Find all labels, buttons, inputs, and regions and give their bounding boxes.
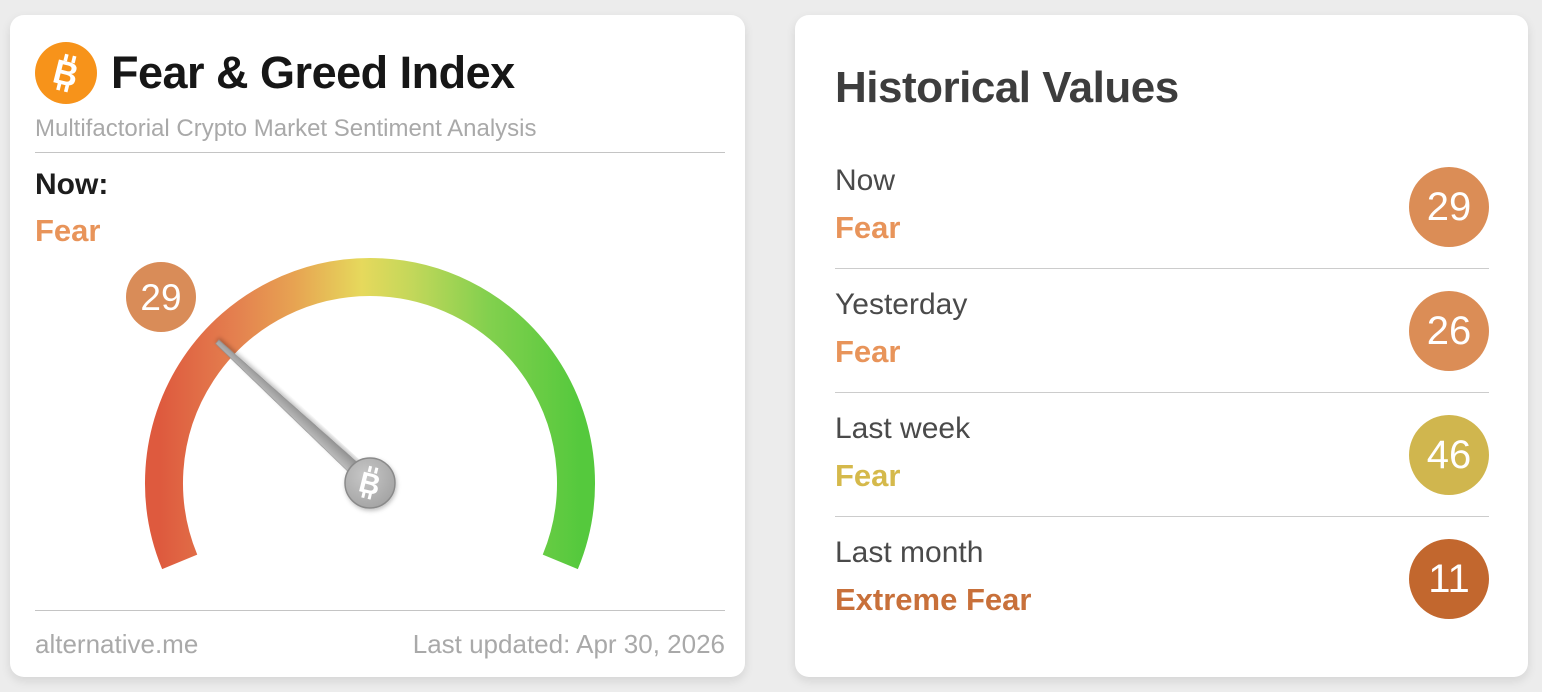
gauge-arc <box>145 258 595 570</box>
history-row-yesterday: Yesterday Fear 26 <box>835 269 1489 393</box>
card-footer: alternative.me Last updated: Apr 30, 202… <box>35 610 725 660</box>
bitcoin-icon: B <box>35 42 97 104</box>
history-row-last-month: Last month Extreme Fear 11 <box>835 517 1489 641</box>
row-sentiment: Extreme Fear <box>835 582 1032 617</box>
now-label: Now: <box>35 168 109 201</box>
gauge-value-badge: 29 <box>126 262 196 332</box>
bitcoin-icon: B <box>344 457 396 509</box>
now-sentiment-value: Fear <box>35 213 101 248</box>
historical-values-title: Historical Values <box>835 63 1179 112</box>
row-sentiment: Fear <box>835 458 901 493</box>
row-label: Last week <box>835 412 971 445</box>
page-title: Fear & Greed Index <box>111 47 515 98</box>
row-sentiment: Fear <box>835 334 901 369</box>
header-divider <box>35 152 725 153</box>
last-updated-text: Last updated: Apr 30, 2026 <box>412 629 725 659</box>
score-badge: 46 <box>1409 415 1489 495</box>
row-label: Now <box>835 164 896 197</box>
subtitle: Multifactorial Crypto Market Sentiment A… <box>35 115 537 142</box>
fear-greed-index-card: B Fear & Greed Index Multifactorial Cryp… <box>10 15 745 677</box>
historical-values-card: Historical Values Now Fear 29 Yesterday … <box>795 15 1528 677</box>
gauge-needle <box>215 339 376 489</box>
score-badge: 11 <box>1409 539 1489 619</box>
fear-greed-gauge: B 29 <box>126 258 595 570</box>
row-label: Yesterday <box>835 288 968 321</box>
source-link[interactable]: alternative.me <box>35 629 199 659</box>
gauge-value-text: 29 <box>140 277 181 318</box>
row-sentiment: Fear <box>835 210 901 245</box>
score-badge: 26 <box>1409 291 1489 371</box>
historical-rows: Now Fear 29 Yesterday Fear 26 Last week … <box>835 145 1489 641</box>
history-row-now: Now Fear 29 <box>835 145 1489 269</box>
score-badge: 29 <box>1409 167 1489 247</box>
row-label: Last month <box>835 536 984 569</box>
card-header: B Fear & Greed Index <box>35 42 720 104</box>
history-row-last-week: Last week Fear 46 <box>835 393 1489 517</box>
